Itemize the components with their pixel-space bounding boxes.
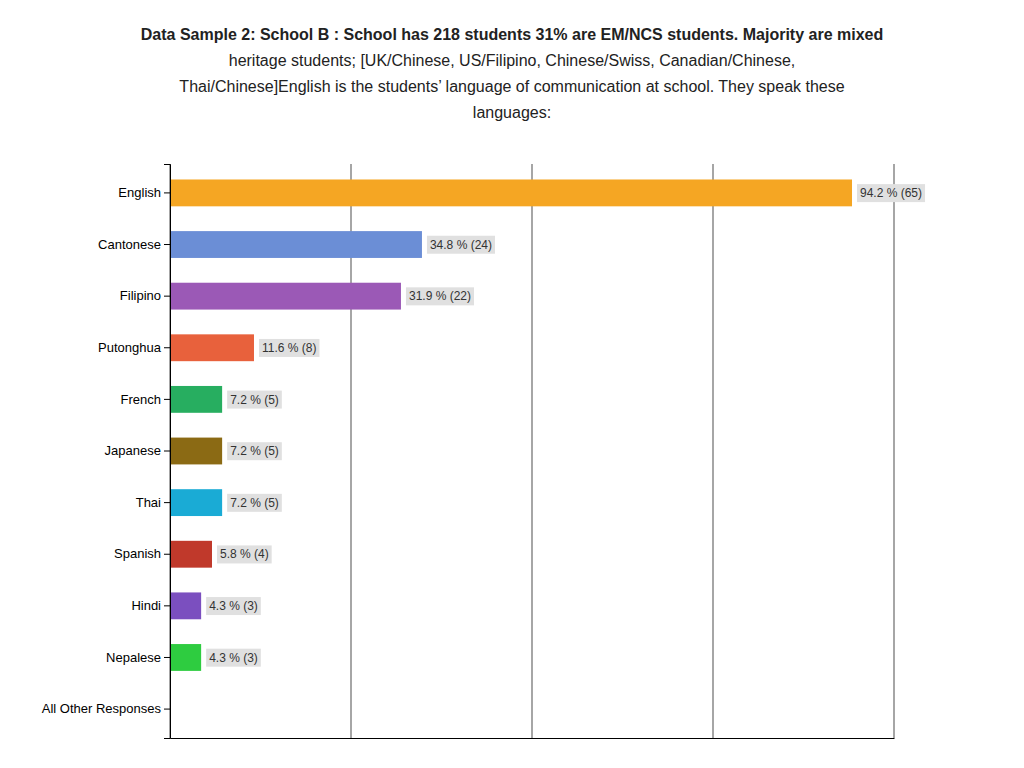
y-tick-label: Putonghua [98,340,162,355]
data-label: 7.2 % (5) [227,494,282,512]
bar [170,386,222,413]
data-label-text: 94.2 % (65) [860,186,922,200]
data-label: 31.9 % (22) [406,287,474,305]
y-tick-mark [164,605,170,606]
y-tick-mark [164,399,170,400]
data-label-box [227,442,282,460]
data-label-text: 4.3 % (3) [209,599,258,613]
data-labels: 94.2 % (65) 34.8 % (24) 31.9 % (22) 11.6 % … [206,184,925,667]
bar [170,489,222,516]
grid-line [894,164,895,738]
y-tick-mark [164,709,170,710]
data-label-box [427,236,495,254]
y-tick-label: English [118,185,161,200]
bars [170,179,852,670]
y-tick-mark [164,502,170,503]
data-label-box [206,649,261,667]
grid-line [713,164,714,738]
y-tick-mark [164,244,170,245]
data-label-box [857,184,925,202]
data-label-text: 5.8 % (4) [220,547,269,561]
data-label-text: 4.3 % (3) [209,651,258,665]
data-label-box [406,287,474,305]
y-tick-mark [164,657,170,658]
data-label-box [227,494,282,512]
data-label: 7.2 % (5) [227,391,282,409]
y-tick: Nepalese [106,650,170,665]
y-tick: Hindi [131,598,170,613]
data-label-box [227,391,282,409]
y-tick: Filipino [120,288,170,303]
y-tick: French [121,392,170,407]
y-tick-mark [164,451,170,452]
data-label: 4.3 % (3) [206,597,261,615]
data-label-text: 34.8 % (24) [430,238,492,252]
y-tick: All Other Responses [42,701,170,716]
y-tick-label: All Other Responses [42,701,162,716]
y-tick-label: Spanish [114,546,161,561]
y-tick: Putonghua [98,340,170,355]
plot: English Cantonese Filipino Putonghua French J… [42,164,925,739]
grid [170,164,894,738]
y-tick-mark [164,347,170,348]
bar [170,231,422,258]
y-tick-mark [164,296,170,297]
y-axis: English Cantonese Filipino Putonghua French J… [42,165,171,739]
bar [170,592,201,619]
bar [170,334,254,361]
x-axis-line [171,738,895,739]
y-tick: Spanish [114,546,170,561]
title-line: Data Sample 2: School B : School has 218… [141,26,883,43]
y-tick-mark [164,192,170,193]
bar [170,283,401,310]
data-label: 11.6 % (8) [259,339,319,357]
data-label: 7.2 % (5) [227,442,282,460]
y-tick-label: Japanese [105,443,161,458]
title-line: Thai/Chinese]English is the students’ la… [179,78,844,95]
grid-line [532,164,533,738]
data-label-text: 31.9 % (22) [409,289,471,303]
data-label-text: 7.2 % (5) [230,444,279,458]
y-tick-mark [164,554,170,555]
x-axis [171,738,895,740]
data-label-text: 7.2 % (5) [230,496,279,510]
data-label-box [206,597,261,615]
y-tick-label: French [121,392,161,407]
data-label: 34.8 % (24) [427,236,495,254]
data-label: 94.2 % (65) [857,184,925,202]
bar [170,438,222,465]
y-tick-label: Cantonese [98,237,161,252]
data-label-box [217,545,272,563]
y-tick-label: Nepalese [106,650,161,665]
data-label-text: 11.6 % (8) [262,341,316,355]
data-label-box [259,339,319,357]
y-axis-line [164,165,171,739]
y-tick-label: Filipino [120,288,161,303]
title-line: languages: [473,104,551,121]
y-tick: English [118,185,170,200]
bar [170,541,212,568]
data-label: 5.8 % (4) [217,545,272,563]
bar [170,644,201,671]
data-label: 4.3 % (3) [206,649,261,667]
chart: Data Sample 2: School B : School has 218… [0,0,1024,768]
y-tick-label: Thai [136,495,161,510]
y-tick: Japanese [105,443,170,458]
y-tick: Cantonese [98,237,170,252]
title-line: heritage students; [UK/Chinese, US/Filip… [229,52,796,69]
title: Data Sample 2: School B : School has 218… [141,26,883,121]
y-tick-label: Hindi [131,598,161,613]
bar [170,179,852,206]
y-tick: Thai [136,495,170,510]
data-label-text: 7.2 % (5) [230,393,279,407]
